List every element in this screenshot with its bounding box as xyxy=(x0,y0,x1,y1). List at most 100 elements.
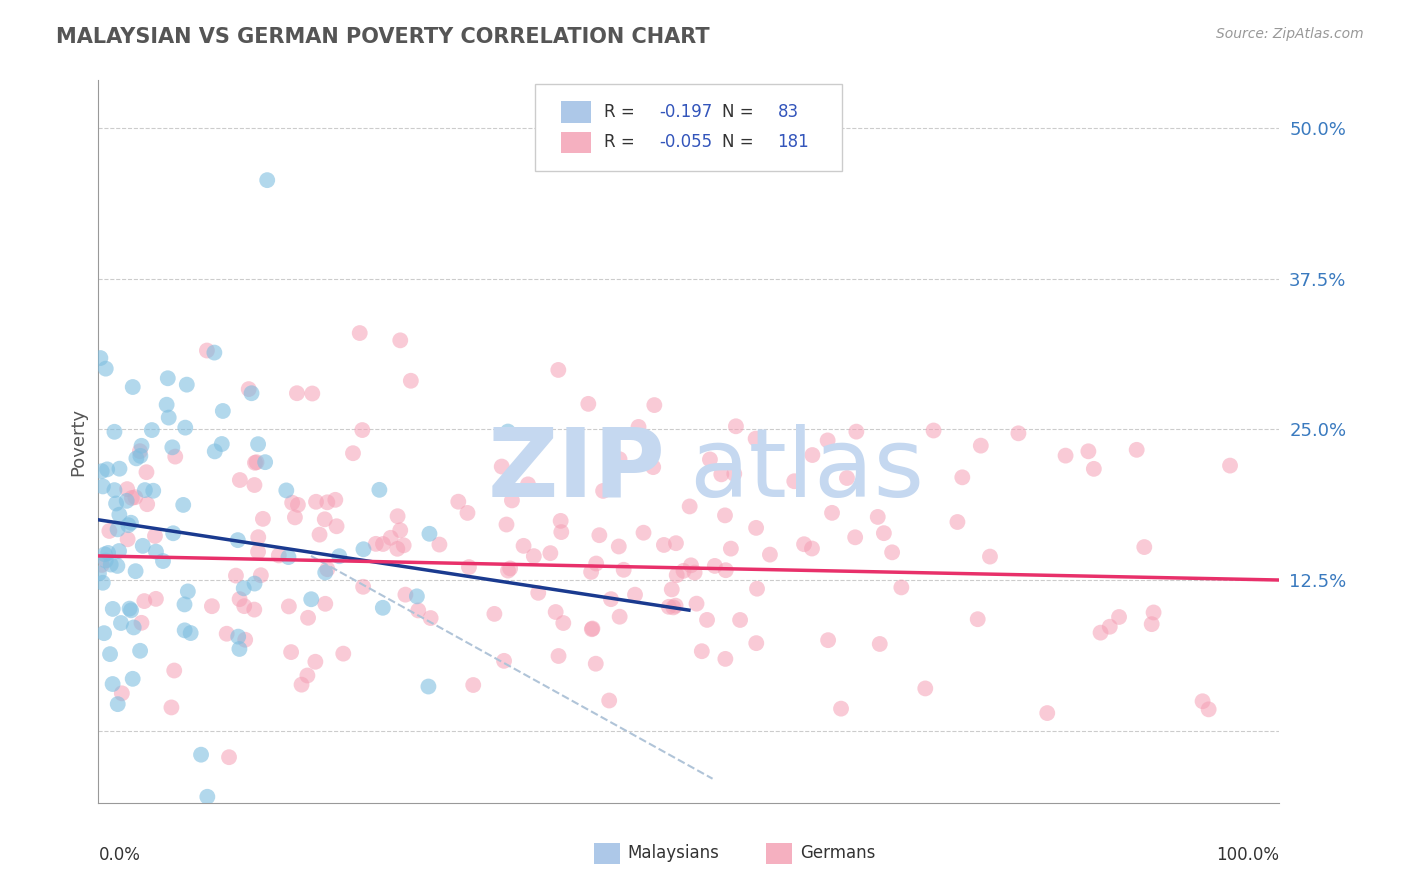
Point xyxy=(527,586,550,600)
Point xyxy=(406,590,429,604)
Point xyxy=(679,500,702,514)
Point xyxy=(1198,702,1220,716)
Point xyxy=(429,537,451,551)
Point xyxy=(247,545,270,559)
Point xyxy=(759,548,782,562)
Point xyxy=(633,525,655,540)
Point xyxy=(134,483,156,497)
Point xyxy=(1054,449,1077,463)
Point xyxy=(314,597,336,611)
Point xyxy=(323,492,346,507)
Point xyxy=(304,655,326,669)
Point xyxy=(745,582,768,596)
Point xyxy=(869,637,891,651)
Point xyxy=(135,465,157,479)
Point xyxy=(389,334,412,348)
Point xyxy=(108,508,131,522)
Point xyxy=(720,541,742,556)
Point xyxy=(232,582,254,596)
Point xyxy=(406,603,429,617)
Point xyxy=(1108,610,1130,624)
Point xyxy=(581,622,603,636)
Point xyxy=(517,477,540,491)
Point xyxy=(588,528,610,542)
Point xyxy=(387,509,409,524)
Point xyxy=(491,459,513,474)
Point xyxy=(247,530,270,544)
Point xyxy=(664,599,686,613)
Point xyxy=(163,664,186,678)
Point xyxy=(176,377,198,392)
Point xyxy=(305,495,328,509)
Point xyxy=(496,425,519,439)
Point xyxy=(100,558,122,572)
Point xyxy=(229,473,252,487)
Point xyxy=(394,588,416,602)
Point xyxy=(456,506,478,520)
Point xyxy=(665,536,688,550)
Point xyxy=(177,584,200,599)
Bar xyxy=(561,132,591,153)
Point xyxy=(679,558,702,573)
Point xyxy=(523,549,546,563)
Point xyxy=(661,582,683,597)
Point xyxy=(287,498,309,512)
Point xyxy=(501,493,523,508)
Point xyxy=(89,351,111,365)
Bar xyxy=(766,843,792,864)
Point xyxy=(108,461,131,475)
Text: R =: R = xyxy=(605,103,640,121)
Point xyxy=(1125,442,1147,457)
Point xyxy=(484,607,506,621)
Point xyxy=(101,677,124,691)
Point xyxy=(685,597,707,611)
Point xyxy=(496,564,519,578)
Point xyxy=(399,374,422,388)
Point xyxy=(499,561,522,575)
Point xyxy=(299,592,322,607)
Point xyxy=(98,647,121,661)
Point xyxy=(165,450,187,464)
Text: Germans: Germans xyxy=(800,845,876,863)
Point xyxy=(352,580,374,594)
Point xyxy=(585,557,607,571)
Point xyxy=(103,483,125,497)
Point xyxy=(160,700,183,714)
Point xyxy=(284,510,307,524)
Point xyxy=(1142,606,1164,620)
Point xyxy=(97,546,120,560)
Point xyxy=(87,566,110,581)
Point xyxy=(1219,458,1241,473)
Point xyxy=(576,397,599,411)
Y-axis label: Poverty: Poverty xyxy=(69,408,87,475)
Point xyxy=(609,609,631,624)
Point xyxy=(328,549,350,564)
Point xyxy=(277,550,299,565)
Point xyxy=(129,449,152,463)
Point xyxy=(297,668,319,682)
Point xyxy=(463,678,485,692)
Point xyxy=(131,439,153,453)
Text: 0.0%: 0.0% xyxy=(98,847,141,864)
Point xyxy=(353,542,375,557)
Point xyxy=(211,404,233,418)
Point xyxy=(352,423,374,437)
Point xyxy=(783,474,806,488)
Point xyxy=(914,681,936,696)
Text: -0.197: -0.197 xyxy=(659,103,713,121)
Point xyxy=(314,512,336,526)
Point xyxy=(979,549,1001,564)
Point xyxy=(94,361,117,376)
Point xyxy=(890,581,912,595)
Point xyxy=(256,173,278,187)
Point xyxy=(226,533,249,548)
Point xyxy=(419,611,441,625)
Point xyxy=(228,642,250,657)
Text: atlas: atlas xyxy=(689,424,924,517)
Point xyxy=(371,537,394,551)
Point xyxy=(325,519,347,533)
Point xyxy=(120,516,142,530)
Point xyxy=(172,498,194,512)
Point xyxy=(226,630,249,644)
Point xyxy=(690,644,713,658)
